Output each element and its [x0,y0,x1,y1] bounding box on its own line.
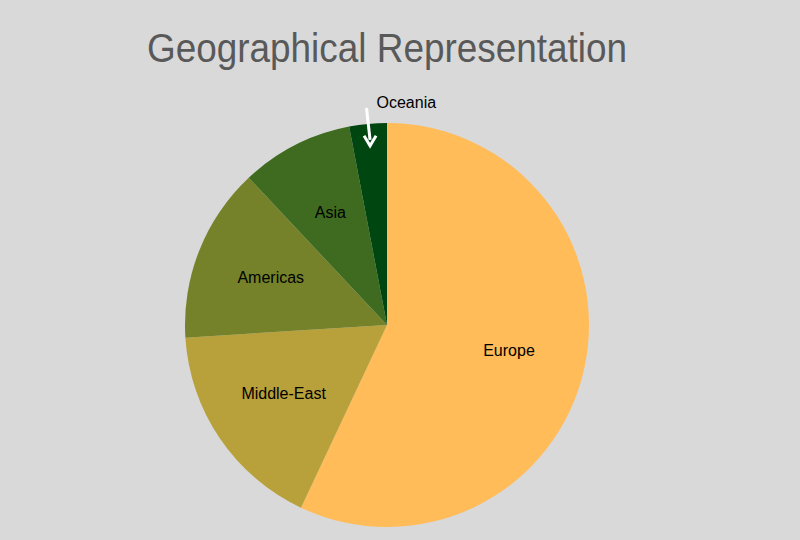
slice-label: Europe [483,342,535,359]
chart: Geographical Representation Europe Middle-… [0,0,800,540]
slice-label: Asia [315,204,346,221]
slice [185,325,387,508]
background [0,0,800,540]
pie [185,123,589,527]
slice-label: Americas [237,269,304,286]
slice-label: Middle-East [241,385,326,402]
labels: Europe Middle-East Americas Asia Oceania [237,94,534,402]
slice-label: Oceania [376,94,436,111]
slice [349,123,387,325]
title: Geographical Representation [147,26,627,70]
arrow-shaft [366,108,370,140]
arrow-head [364,136,376,146]
